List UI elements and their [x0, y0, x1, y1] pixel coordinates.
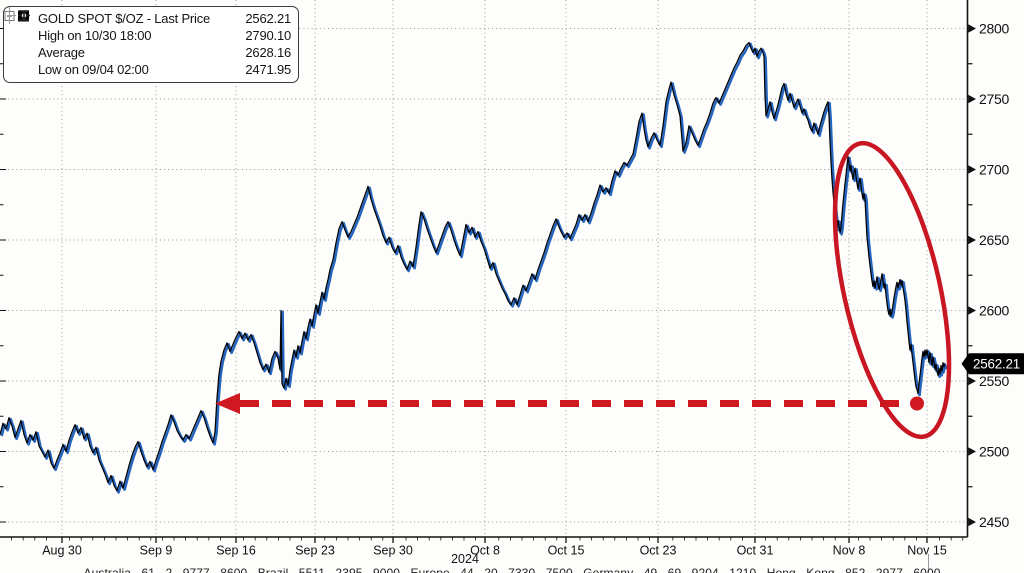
y-axis-tick-arrow — [968, 94, 976, 104]
last-price-tag — [961, 353, 1024, 375]
y-axis-tick-arrow — [968, 517, 976, 527]
x-axis-tick-label: Sep 30 — [373, 544, 413, 558]
y-axis-tick-arrow — [968, 376, 976, 386]
legend-average-value: 2628.16 — [245, 45, 291, 60]
legend-average-label: Average — [38, 45, 85, 60]
axis-cursor-line — [928, 554, 929, 573]
x-axis-tick-label: Nov 8 — [833, 544, 866, 558]
legend-high-value: 2790.10 — [245, 28, 291, 43]
legend-row-low: Low on 09/04 02:00 2471.95 — [8, 7, 291, 78]
price-line-blue — [0, 42, 948, 494]
y-axis-tick-label: 2500 — [979, 444, 1009, 460]
y-axis-tick-label: 2550 — [979, 373, 1009, 389]
y-axis-tick-label: 2700 — [979, 162, 1009, 178]
legend-high-label: High on 10/30 18:00 — [38, 28, 152, 43]
x-axis-tick-label: Nov 15 — [907, 544, 947, 558]
y-axis-tick-arrow — [968, 306, 976, 315]
y-axis-tick-arrow — [968, 235, 976, 245]
x-axis-tick-label: Oct 23 — [640, 544, 677, 558]
legend-series-label: GOLD SPOT $/OZ - Last Price — [38, 11, 211, 26]
x-axis-year-label: 2024 — [451, 552, 479, 566]
left-arrowhead-icon — [215, 393, 240, 414]
legend-row-last-price: GOLD SPOT $/OZ - Last Price 2562.21 — [4, 10, 291, 27]
bloomberg-footer-clipped: Australia 61 2 9777 8600 Brazil 5511 239… — [83, 566, 941, 573]
x-axis-tick-label: Oct 15 — [548, 544, 585, 558]
y-axis-tick-label: 2600 — [979, 303, 1009, 319]
price-touch-dot — [910, 396, 924, 411]
y-axis-tick-arrow — [968, 165, 976, 174]
y-axis-tick-label: 2650 — [979, 232, 1009, 248]
legend-row-high: High on 10/30 18:00 2790.10 — [8, 7, 291, 44]
y-axis-tick-label: 2450 — [979, 514, 1009, 530]
chart-legend: GOLD SPOT $/OZ - Last Price 2562.21 High… — [3, 6, 299, 83]
x-axis-tick-label: Oct 31 — [737, 544, 774, 558]
highlight-ellipse-annotation — [832, 140, 952, 440]
low-marker-icon — [8, 7, 38, 78]
x-axis-tick-label: Oct 8 — [470, 544, 500, 558]
legend-row-average: Average 2628.16 — [8, 7, 291, 61]
y-axis-tick-arrow — [968, 447, 976, 456]
x-axis-tick-label: Aug 30 — [42, 544, 82, 558]
y-axis-tick-arrow — [968, 24, 976, 33]
y-axis-tick-label: 2800 — [979, 21, 1009, 37]
x-axis-tick-label: Sep 9 — [140, 544, 173, 558]
last-price-tag-value: 2562.21 — [973, 357, 1020, 372]
y-axis-tick-label: 2750 — [979, 91, 1009, 107]
average-marker-icon — [8, 7, 38, 61]
legend-low-value: 2471.95 — [245, 62, 291, 77]
high-marker-icon — [8, 7, 38, 44]
x-axis-tick-label: Sep 16 — [216, 544, 256, 558]
x-axis-tick-label: Sep 23 — [295, 544, 335, 558]
price-line-black — [0, 41, 946, 492]
legend-last-price-value: 2562.21 — [245, 11, 291, 26]
legend-low-label: Low on 09/04 02:00 — [38, 62, 149, 77]
